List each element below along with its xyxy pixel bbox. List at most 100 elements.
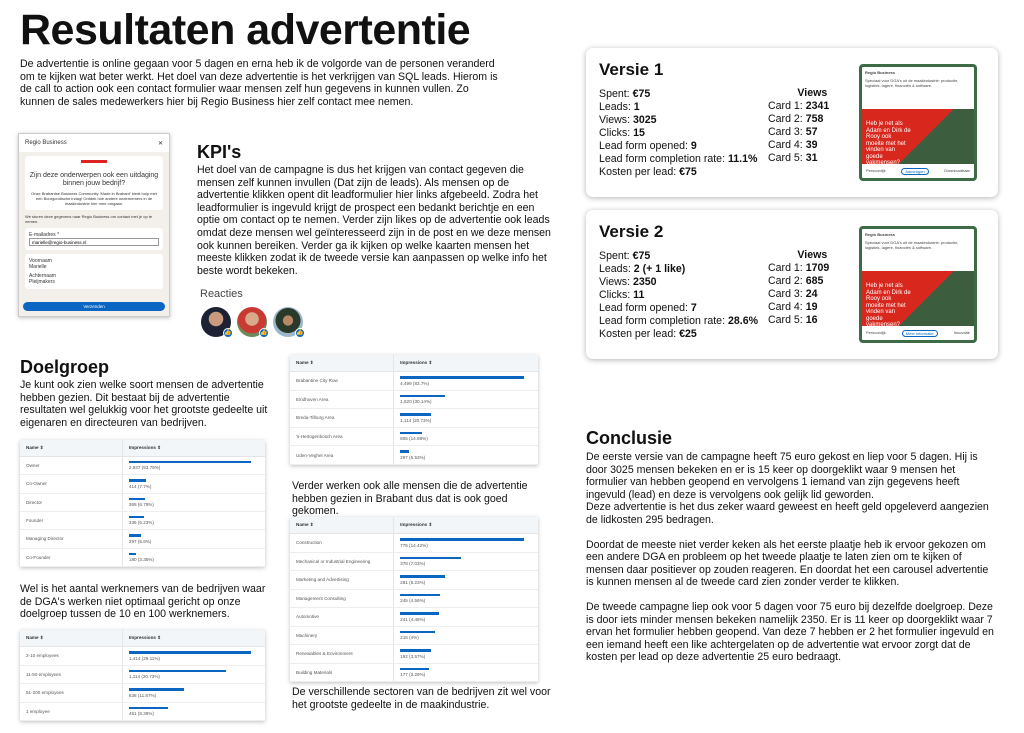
row-impressions: 378 (7.03%) [400,561,426,566]
ad-cta-button[interactable]: Aanvragen [901,168,929,175]
company-logo [81,160,107,168]
card-value: 31 [805,152,818,164]
region-text: Verder werken ook alle mensen die de adv… [292,480,528,518]
row-name: Managing Director [20,530,123,548]
row-name: Mechanical or Industrial Engineering [290,552,395,570]
ad-preview: Regio Business Speciaal voor DGA's uit de… [859,226,977,343]
stat-item: Spent: €75 [599,250,758,263]
row-name: 1 employee [20,702,123,720]
row-name: Management Consulting [290,589,395,607]
stat-value: 2350 [632,276,657,288]
card-views: Card 4: 39 [768,139,829,152]
table-row: Eindhoven Area 1,620 (30.14%) [290,390,538,410]
doelgroep-text: Je kunt ook zien welke soort mensen de a… [20,379,268,429]
table-header: Name ⇕ Impressions ⇕ [20,440,265,457]
impressions-bar [400,667,429,670]
like-icon: 👍 [259,328,269,338]
like-icon: 👍 [295,328,305,338]
conclusie-text: De eerste versie van de campagne heeft 7… [586,451,996,664]
card-views: Card 2: 758 [768,113,829,126]
table-row: Brabantine City Row 4,499 (83.7%) [290,372,538,391]
stat-item: Lead form opened: 9 [599,140,757,153]
table-row: Management Consulting 245 (4.56%) [290,589,538,608]
table-row: Machinery 215 (4%) [290,626,538,645]
impressions-column-header[interactable]: Impressions ⇕ [400,360,433,365]
intro-text: De advertentie is online gegaan voor 5 d… [20,58,498,108]
name-column-header[interactable]: Name ⇕ [290,517,395,533]
impressions-bar [128,497,145,501]
table-row: Marketing and Advertising 281 (5.23%) [290,571,538,590]
impressions-column-header[interactable]: Impressions ⇕ [128,635,162,640]
stat-label: Lead form opened: [599,140,691,152]
table-row: Co-Owner 414 (7.7%) [20,475,265,494]
conclusie-p3: De tweede campagne liep ook voor 5 dagen… [586,600,994,664]
ad-label: Persoonlijk [866,168,886,173]
card-views: Card 3: 24 [768,288,829,301]
row-impressions: 177 (3.29%) [400,672,426,677]
impressions-bar [128,460,252,464]
ad-cta-button[interactable]: Meer informatie [901,330,938,337]
email-field[interactable] [29,238,159,246]
submit-button[interactable]: Verzenden [23,302,165,311]
card-value: 1709 [805,262,830,274]
row-impressions: 1,114 (20.73%) [128,674,160,679]
stat-label: Leads: [599,263,634,275]
table-row: 's-Hertogenbosch Area 805 (14.98%) [290,427,538,447]
ad-label: Innovatie [953,330,970,335]
name-column-header[interactable]: Name ⇕ [20,630,123,646]
stat-value: 2 (+ 1 like) [633,263,686,275]
row-name: 51-200 employees [20,684,123,702]
table-row: 1 employee 451 (8.39%) [20,702,265,721]
table-row: Founder 335 (6.23%) [20,511,265,531]
row-impressions: 241 (4.48%) [400,616,426,622]
ad-carousel-image[interactable]: Heb je net als Adam en Dirk de Rooy ook … [862,109,974,166]
region-table: Name ⇕ Impressions ⇕ Brabantine City Row 4,… [290,355,538,465]
stat-item: Leads: 2 (+ 1 like) [599,263,758,276]
impressions-bar [400,649,432,652]
form-question: Zijn deze onderwerpen ook een uitdaging … [29,172,159,187]
impressions-bar [400,394,445,398]
stat-value: 11.1% [727,153,758,165]
row-impressions: 297 (5.6%) [128,538,152,544]
views-list: Views Card 1: 1709 Card 2: 685 Card 3: 24 Ca… [768,249,829,327]
card-views: Card 1: 2341 [768,100,829,113]
sector-table: Name ⇕ Impressions ⇕ Construction 775 (14.4… [290,517,538,682]
table-row: Mechanical or Industrial Engineering 378 … [290,552,538,571]
version-1-card: Versie 1 Spent: €75 Leads: 1 Views: 3025 Cli… [586,48,998,197]
stat-label: Kosten per lead: [599,166,680,178]
table-header: Name ⇕ Impressions ⇕ [290,355,538,372]
card-label: Card 3: [768,288,806,300]
row-impressions: 180 (3.35%) [128,557,154,563]
stat-label: Lead form completion rate: [599,315,728,327]
views-list: Views Card 1: 2341 Card 2: 758 Card 3: 57 Ca… [768,87,829,165]
email-label: E-mailadres * [29,232,60,238]
row-impressions: 1,414 (29.11%) [128,655,160,661]
stat-value: €75 [679,166,697,178]
card-label: Card 1: [768,100,806,112]
row-name: 2-10 employees [20,647,123,665]
impressions-column-header[interactable]: Impressions ⇕ [400,522,433,527]
job-title-table: Name ⇕ Impressions ⇕ Owner 2,937 (53.79%) Co… [20,440,265,567]
lead-form-screenshot: Regio Business ✕ Zijn deze onderwerpen oo… [18,133,170,317]
name-column-header[interactable]: Name ⇕ [20,440,123,456]
card-value: 685 [805,275,824,287]
impressions-column-header[interactable]: Impressions ⇕ [128,445,162,450]
row-impressions: 2,937 (53.79%) [128,465,161,471]
row-name: Marketing and Advertising [290,571,395,589]
row-impressions: 414 (7.7%) [128,483,152,489]
ad-carousel-image[interactable]: Heb je net als Adam en Dirk de Rooy ook … [862,271,974,328]
conclusie-p2: Doordat de meeste niet verder keken als … [586,538,989,589]
conclusie-p1: De eerste versie van de campagne heeft 7… [586,451,978,501]
stat-value: 15 [633,127,645,139]
name-column-header[interactable]: Name ⇕ [290,355,395,371]
table-row: Owner 2,937 (53.79%) [20,457,265,476]
stat-value: 7 [690,302,697,314]
stat-value: €75 [632,250,651,262]
stat-item: Spent: €75 [599,88,757,101]
views-title: Views [797,249,828,261]
form-privacy: We sturen deze gegevens naar Regio Busin… [25,214,153,224]
impressions-bar [400,556,461,559]
row-name: 's-Hertogenbosch Area [290,427,395,446]
table-header: Name ⇕ Impressions ⇕ [20,630,265,647]
impressions-bar [400,630,435,633]
